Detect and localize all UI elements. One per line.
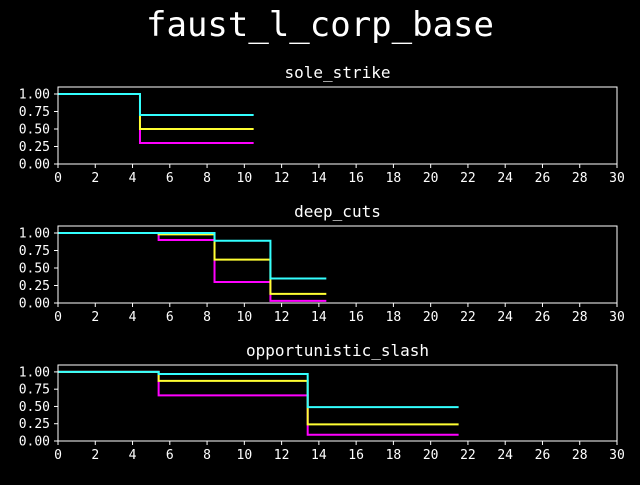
x-tick-label: 4 (129, 171, 137, 186)
y-tick-label: 0.00 (19, 435, 50, 450)
subplot-title: sole_strike (285, 63, 391, 82)
series-line-2 (58, 232, 327, 280)
x-tick-label: 28 (572, 448, 588, 463)
x-tick-label: 10 (237, 448, 253, 463)
y-tick-label: 0.50 (19, 262, 50, 277)
x-tick-label: 30 (609, 171, 625, 186)
x-tick-label: 14 (311, 310, 327, 325)
x-tick-label: 10 (237, 310, 253, 325)
x-tick-label: 8 (203, 310, 211, 325)
x-tick-label: 20 (423, 310, 439, 325)
x-tick-label: 10 (237, 171, 253, 186)
x-tick-label: 26 (535, 171, 551, 186)
x-tick-label: 20 (423, 171, 439, 186)
x-tick-label: 30 (609, 310, 625, 325)
y-tick-label: 0.50 (19, 123, 50, 138)
x-tick-label: 18 (386, 310, 402, 325)
subplot-title: deep_cuts (294, 202, 381, 221)
x-tick-label: 18 (386, 448, 402, 463)
x-tick-label: 0 (54, 310, 62, 325)
x-tick-label: 24 (497, 448, 513, 463)
series-line-2 (58, 370, 459, 409)
y-tick-label: 1.00 (19, 227, 50, 242)
axes-frame (57, 364, 618, 442)
figure-title: faust_l_corp_base (146, 5, 494, 45)
x-tick-label: 26 (535, 448, 551, 463)
x-tick-label: 0 (54, 448, 62, 463)
x-tick-label: 24 (497, 310, 513, 325)
x-tick-label: 6 (166, 171, 174, 186)
y-tick-label: 1.00 (19, 365, 50, 380)
axes-frame (57, 86, 618, 165)
axes-frame (57, 225, 618, 304)
x-tick-label: 24 (497, 171, 513, 186)
x-tick-label: 2 (91, 310, 99, 325)
x-tick-label: 20 (423, 448, 439, 463)
y-tick-label: 0.25 (19, 279, 50, 294)
x-tick-label: 4 (129, 448, 137, 463)
y-tick-label: 0.00 (19, 297, 50, 312)
y-tick-label: 0.75 (19, 383, 50, 398)
x-tick-label: 14 (311, 448, 327, 463)
x-tick-label: 2 (91, 448, 99, 463)
y-tick-label: 0.75 (19, 244, 50, 259)
x-tick-label: 6 (166, 448, 174, 463)
x-tick-label: 14 (311, 171, 327, 186)
x-tick-label: 12 (274, 171, 290, 186)
x-tick-label: 28 (572, 171, 588, 186)
x-tick-label: 26 (535, 310, 551, 325)
y-tick-label: 0.50 (19, 400, 50, 415)
x-tick-label: 22 (460, 448, 476, 463)
x-tick-label: 16 (348, 448, 364, 463)
x-tick-label: 8 (203, 171, 211, 186)
x-tick-label: 0 (54, 171, 62, 186)
series-line-2 (58, 93, 254, 116)
x-tick-label: 12 (274, 448, 290, 463)
x-tick-label: 16 (348, 171, 364, 186)
x-tick-label: 22 (460, 171, 476, 186)
y-tick-label: 0.25 (19, 417, 50, 432)
x-tick-label: 4 (129, 310, 137, 325)
x-tick-label: 28 (572, 310, 588, 325)
y-tick-label: 0.00 (19, 158, 50, 173)
x-tick-label: 12 (274, 310, 290, 325)
x-tick-label: 22 (460, 310, 476, 325)
x-tick-label: 16 (348, 310, 364, 325)
y-tick-label: 0.25 (19, 140, 50, 155)
x-tick-label: 18 (386, 171, 402, 186)
y-tick-label: 0.75 (19, 105, 50, 120)
x-tick-label: 8 (203, 448, 211, 463)
x-tick-label: 2 (91, 171, 99, 186)
x-tick-label: 30 (609, 448, 625, 463)
subplot-title: opportunistic_slash (246, 341, 429, 360)
y-tick-label: 1.00 (19, 88, 50, 103)
x-tick-label: 6 (166, 310, 174, 325)
